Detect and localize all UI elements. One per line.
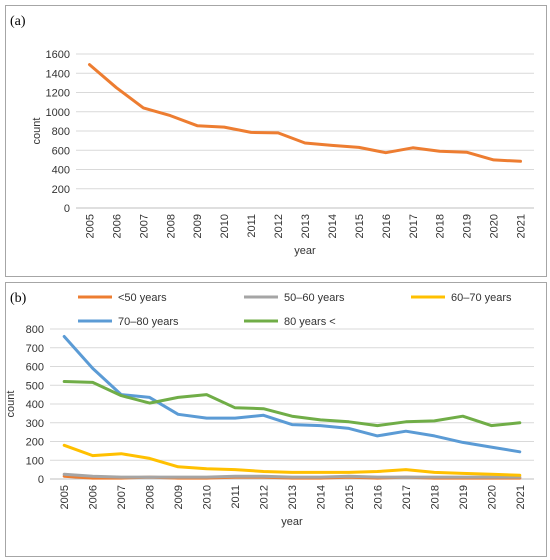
chart-b-x-tick-label: 2011 (230, 485, 242, 509)
chart-a-x-tick-label: 2016 (381, 214, 393, 238)
chart-b-x-tick-label: 2006 (88, 485, 100, 509)
chart-b-x-tick-label: 2010 (202, 485, 214, 509)
chart-b-series-line-50-60-years (62, 472, 522, 479)
chart-a-y-axis-label: count (31, 118, 43, 145)
chart-b-x-tick-label: 2020 (486, 485, 498, 509)
chart-a-y-tick-label: 1400 (46, 68, 70, 80)
chart-a-y-tick-label: 200 (52, 184, 70, 196)
chart-a-x-tick-label: 2010 (219, 214, 231, 238)
chart-b-y-tick-label: 700 (26, 343, 44, 355)
chart-b-x-tick-label: 2021 (515, 485, 527, 509)
legend-entry-label: <50 years (118, 292, 167, 304)
chart-b-x-tick-label: 2013 (287, 485, 299, 509)
chart-b-series-line-70-80-years (62, 335, 522, 454)
chart-b-y-tick-label: 400 (26, 399, 44, 411)
chart-b-svg: <50 years 50–60 years 60–70 years 70–80 yea… (6, 292, 534, 528)
chart-a-y-tick-label: 800 (52, 126, 70, 138)
chart-b-y-tick-label: 800 (26, 324, 44, 336)
chart-a-x-tick-label: 2007 (138, 214, 150, 238)
chart-a-y-tick-label: 0 (64, 203, 70, 215)
chart-a-x-tick-label: 2012 (273, 214, 285, 238)
chart-b-x-tick-label: 2014 (315, 485, 327, 509)
chart-b-y-axis-label: count (6, 391, 17, 418)
chart-a-x-tick-label: 2009 (192, 214, 204, 238)
chart-b-x-tick-label: 2017 (401, 485, 413, 509)
chart-a-x-tick-label: 2011 (246, 214, 258, 238)
chart-a-x-axis-label: year (294, 245, 316, 257)
chart-a-x-tick-label: 2013 (300, 214, 312, 238)
chart-b-y-tick-label: 0 (38, 474, 44, 486)
chart-b-x-tick-label: 2018 (429, 485, 441, 509)
chart-b-series-line-80-years- (62, 380, 522, 428)
chart-a-y-tick-label: 1600 (46, 49, 70, 61)
chart-b-y-tick-label: 200 (26, 437, 44, 449)
chart-b-y-tick-label: 600 (26, 362, 44, 374)
chart-a-y-tick-label: 1000 (46, 107, 70, 119)
chart-b-y-tick-label: 500 (26, 380, 44, 392)
chart-b-x-tick-label: 2007 (116, 485, 128, 509)
legend-entry-label: 50–60 years (284, 292, 345, 304)
legend-entry-label: 80 years < (284, 316, 336, 328)
chart-a-x-tick-label: 2014 (327, 214, 339, 238)
chart-a-x-tick-label: 2020 (489, 214, 501, 238)
chart-b-y-tick-label: 100 (26, 455, 44, 467)
chart-a-series-line-0 (88, 63, 522, 163)
chart-b-y-tick-label: 300 (26, 418, 44, 430)
panel-label-a: (a) (10, 14, 26, 29)
chart-b-series-line-60-70-years (62, 443, 522, 477)
chart-b-x-tick-label: 2008 (145, 485, 157, 509)
chart-a-x-tick-label: 2005 (84, 214, 96, 238)
chart-a-y-tick-label: 1200 (46, 88, 70, 100)
chart-b-x-axis-label: year (281, 516, 303, 528)
chart-b-x-tick-label: 2016 (372, 485, 384, 509)
legend-entry-label: 60–70 years (451, 292, 512, 304)
chart-b-x-tick-label: 2019 (458, 485, 470, 509)
chart-panel-b: (b) <50 years 50–60 years 60–70 years 70–80… (5, 282, 547, 557)
chart-b-x-tick-label: 2009 (173, 485, 185, 509)
chart-a-x-tick-label: 2019 (462, 214, 474, 238)
chart-a-x-tick-label: 2017 (408, 214, 420, 238)
chart-a-x-tick-label: 2015 (354, 214, 366, 238)
chart-a-y-tick-label: 400 (52, 165, 70, 177)
chart-a-x-tick-label: 2006 (111, 214, 123, 238)
chart-a-svg: 0 200 400 600 800 1000 1200 1400 1600 2005 2006 200… (31, 49, 534, 257)
legend-entry-label: 70–80 years (118, 316, 179, 328)
chart-b-x-tick-label: 2015 (344, 485, 356, 509)
panel-label-b: (b) (10, 291, 27, 306)
chart-a-y-tick-label: 600 (52, 145, 70, 157)
chart-b-x-tick-label: 2012 (259, 485, 271, 509)
chart-a-x-tick-label: 2021 (516, 214, 528, 238)
chart-b-x-tick-label: 2005 (59, 485, 71, 509)
chart-panel-a: (a) 0 200 400 600 800 1000 1200 1400 1600 2005 200… (5, 5, 547, 277)
chart-a-x-tick-label: 2018 (435, 214, 447, 238)
chart-a-x-tick-label: 2008 (165, 214, 177, 238)
